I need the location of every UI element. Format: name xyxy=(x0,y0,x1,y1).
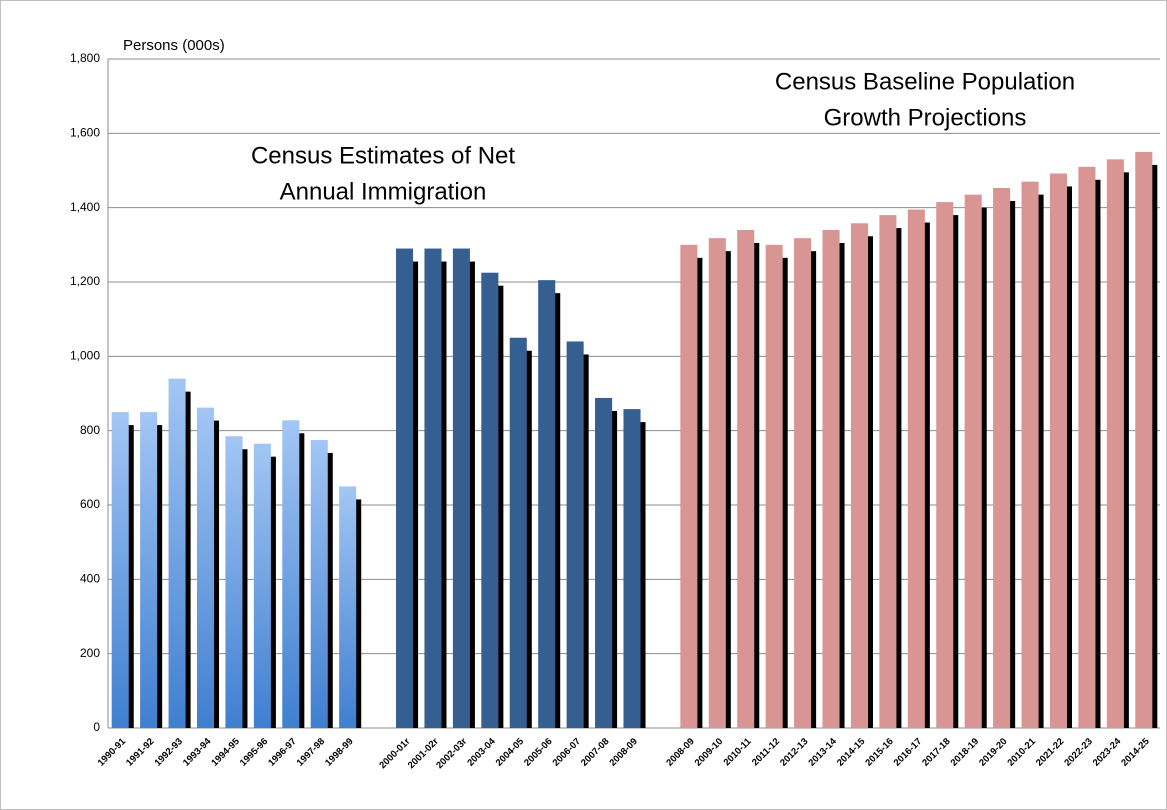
y-tick-label: 1,600 xyxy=(70,126,100,140)
bar xyxy=(794,238,812,729)
y-tick-label: 400 xyxy=(80,572,100,586)
bar xyxy=(623,409,641,728)
bar xyxy=(1049,173,1068,728)
bar xyxy=(850,223,868,728)
y-tick-label: 800 xyxy=(80,423,100,437)
y-tick-label: 1,000 xyxy=(70,349,100,363)
bar xyxy=(538,280,556,728)
bar xyxy=(1021,181,1039,728)
bar xyxy=(822,229,840,728)
y-tick-label: 200 xyxy=(80,646,100,660)
bar xyxy=(936,202,954,728)
annotation: Census Estimates of Net xyxy=(251,142,515,169)
bar xyxy=(765,244,783,729)
annotation: Census Baseline Population xyxy=(775,68,1075,95)
bar xyxy=(1106,159,1124,729)
bar xyxy=(396,248,414,729)
bar xyxy=(509,337,527,728)
bar xyxy=(907,209,925,728)
y-tick-label: 600 xyxy=(80,497,100,511)
bar xyxy=(225,436,243,728)
y-axis-label: Persons (000s) xyxy=(123,37,225,54)
bar xyxy=(964,194,982,729)
bar xyxy=(424,248,442,729)
bar xyxy=(708,238,726,729)
y-tick-label: 1,200 xyxy=(70,274,100,288)
annotation: Annual Immigration xyxy=(280,178,487,205)
annotation: Growth Projections xyxy=(824,104,1027,131)
bar xyxy=(168,378,186,728)
bar xyxy=(253,443,271,728)
bar xyxy=(282,420,300,728)
bar xyxy=(452,248,470,729)
y-tick-label: 0 xyxy=(93,720,100,734)
bar xyxy=(310,439,328,728)
y-tick-label: 1,800 xyxy=(70,51,100,65)
bar xyxy=(879,215,897,729)
bar xyxy=(111,412,129,728)
bar xyxy=(993,187,1011,729)
bar xyxy=(595,397,613,728)
bar xyxy=(566,341,584,728)
bar xyxy=(1135,151,1153,728)
bar xyxy=(481,272,499,728)
bar xyxy=(140,412,158,728)
bar xyxy=(339,486,357,728)
bar xyxy=(737,229,755,728)
bar xyxy=(1078,166,1096,729)
y-tick-label: 1,400 xyxy=(70,200,100,214)
bar xyxy=(680,244,698,729)
bar xyxy=(196,407,215,728)
